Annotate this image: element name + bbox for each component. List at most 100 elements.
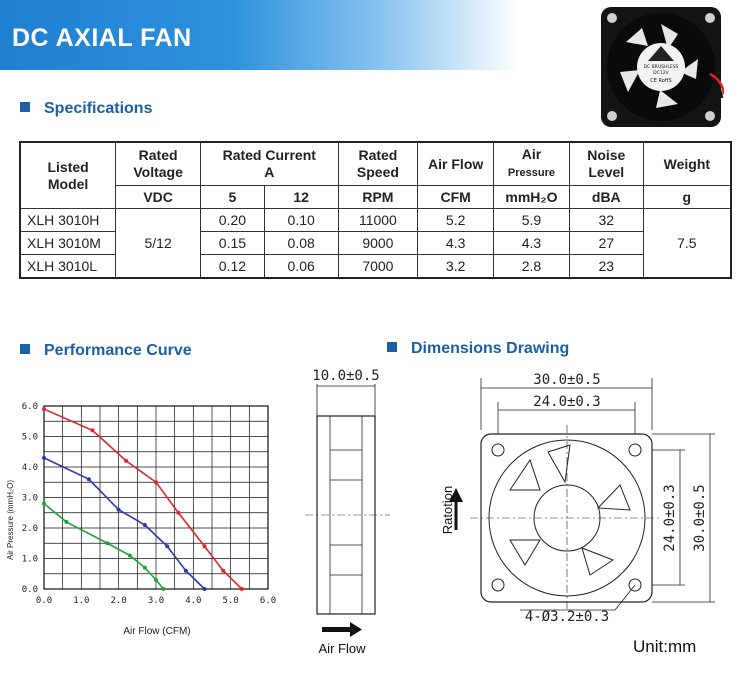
series-point [116,507,121,512]
x-tick-label: 0.0 [36,596,52,606]
specifications-heading: Specifications [20,100,152,118]
bullet-square-icon [20,102,30,112]
series-point [124,458,129,463]
series-point [42,455,46,460]
cell-noise: 23 [568,254,644,279]
outer-height-dimension: 30.0±0.5 [692,484,708,551]
header-banner: DC AXIAL FAN [0,0,520,70]
bullet-square-icon [20,344,30,354]
cell-current-5: 0.15 [200,231,265,255]
rotation-label: Ratotion [440,486,455,534]
x-tick-label: 4.0 [185,596,201,606]
unit-pressure: mmH₂O [493,185,570,209]
header-current: Rated Current A [200,141,339,186]
dimensions-heading: Dimensions Drawing [387,340,569,358]
header-model: Listed Model [19,141,117,209]
performance-chart: 0.0 1.0 2.0 3.0 4.0 5.0 6.0 0.0 1.0 2.0 3.0 4.0 5.0 6… [6,402,276,637]
cell-current-5: 0.12 [200,254,265,279]
cell-model: XLH 3010L [19,254,117,279]
series-point [202,587,207,591]
x-tick-label: 3.0 [148,596,164,606]
cell-noise: 32 [568,208,644,232]
unit-current-5: 5 [200,185,265,209]
cell-voltage: 5/12 [115,208,202,279]
airflow-direction-label: Air Flow [319,641,367,656]
cell-model: XLH 3010H [19,208,117,232]
series-point [165,544,170,549]
photo-label-2: DC12V [653,70,669,76]
rotation-arrowhead-icon [449,488,463,502]
fan-product-photo: DC BRUSHLESS DC12V CE RoHS [601,7,724,127]
unit-speed: RPM [337,185,419,209]
series-point [86,477,91,482]
series-point [161,587,166,591]
header-noise: Noise Level [568,141,644,186]
series-point [142,565,147,570]
header-weight: Weight [642,141,732,186]
cell-current-12: 0.10 [263,208,339,232]
cell-weight: 7.5 [642,208,732,279]
bullet-square-icon [387,342,397,352]
y-tick-label: 0.0 [22,585,38,595]
cell-model: XLH 3010M [19,231,117,255]
series-point [105,541,110,546]
cell-noise: 27 [568,231,644,255]
cell-speed: 11000 [337,208,419,232]
cell-current-12: 0.06 [263,254,339,279]
series-point [239,587,244,591]
series-line-2 [43,502,165,590]
series-point [154,480,158,485]
x-tick-label: 5.0 [223,596,239,606]
table-row: XLH 3010M 0.15 0.08 9000 4.3 4.3 27 [19,231,731,255]
unit-airflow: CFM [417,185,495,209]
thickness-dimension: 10.0±0.5 [312,368,379,384]
photo-label-1: DC BRUSHLESS [644,64,679,70]
header-voltage: Rated Voltage [115,141,202,186]
performance-heading: Performance Curve [20,342,192,360]
series-point [42,407,46,412]
cell-pressure: 2.8 [493,254,570,279]
table-row: XLH 3010H 5/12 0.20 0.10 11000 5.2 5.9 3… [19,208,732,279]
cell-airflow: 4.3 [417,231,495,255]
series-line-0 [43,408,243,590]
cell-current-5: 0.20 [200,208,265,232]
specifications-table: Listed Model Rated Voltage Rated Current A … [19,141,732,279]
series-point [127,553,132,558]
series-point [183,568,188,573]
unit-label: Unit:mm [633,637,697,656]
series-point [202,544,207,549]
unit-current-12: 12 [263,185,339,209]
cell-airflow: 3.2 [417,254,495,279]
y-axis-label: Air Pressure (mmH₂O) [6,480,15,560]
x-tick-label: 2.0 [111,596,127,606]
series-point [176,510,181,515]
cell-airflow: 5.2 [417,208,495,232]
series-point [42,501,46,506]
page-title: DC AXIAL FAN [12,24,192,52]
series-point [154,577,158,582]
cell-current-12: 0.08 [263,231,339,255]
unit-voltage: VDC [115,185,202,209]
y-tick-label: 5.0 [22,433,38,443]
photo-label-3: CE RoHS [650,78,671,84]
cell-speed: 7000 [337,254,419,279]
cell-speed: 9000 [337,231,419,255]
x-tick-label: 1.0 [73,596,89,606]
hole-pitch-vertical-dimension: 24.0±0.3 [662,484,678,551]
y-tick-label: 2.0 [22,524,38,534]
plot-frame [43,405,269,590]
holes-dimension: 4-Ø3.2±0.3 [525,609,609,625]
series-point [90,428,95,433]
unit-weight: g [642,185,732,209]
cell-pressure: 5.9 [493,208,570,232]
header-airflow: Air Flow [417,141,495,186]
header-pressure: Air Pressure [493,141,570,186]
y-tick-label: 6.0 [22,402,38,412]
arrow-right-icon [322,622,362,637]
x-axis-label: Air Flow (CFM) [123,626,190,637]
y-tick-label: 4.0 [22,463,38,473]
chart-grid [43,405,269,590]
table-row: XLH 3010L 0.12 0.06 7000 3.2 2.8 23 [19,254,731,279]
outer-width-dimension: 30.0±0.5 [533,372,600,388]
y-tick-label: 3.0 [22,494,38,504]
